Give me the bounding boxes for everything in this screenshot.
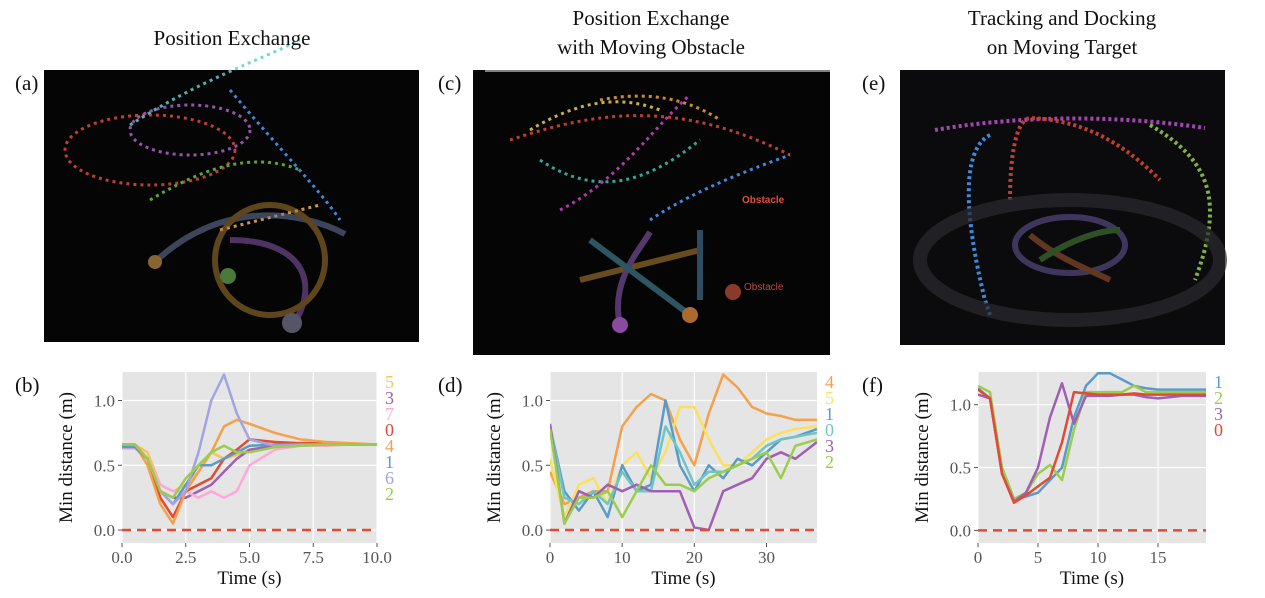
photo-annotation: Obstacle xyxy=(744,282,784,293)
data-line xyxy=(550,425,817,506)
x-axis-label: Time (s) xyxy=(217,568,281,589)
data-line xyxy=(978,388,1206,505)
data-line xyxy=(122,443,377,499)
legend-entry: 0 xyxy=(1214,420,1223,440)
y-tick-label: 0.5 xyxy=(94,456,115,475)
panel-label: (f) xyxy=(862,373,883,397)
y-axis-label: Min distance (m) xyxy=(484,392,505,523)
legend-entry: 1 xyxy=(825,404,834,424)
column-title: with Moving Obstacle xyxy=(557,35,745,59)
panel-label: (d) xyxy=(438,373,463,397)
data-line xyxy=(122,418,377,525)
legend-entry: 4 xyxy=(825,372,834,392)
x-axis-label: Time (s) xyxy=(651,568,715,589)
x-tick-label: 10.0 xyxy=(362,548,392,567)
legend-entry: 3 xyxy=(1214,404,1223,424)
legend-entry: 2 xyxy=(1214,388,1223,408)
plot-background xyxy=(978,372,1206,543)
x-tick-label: 0 xyxy=(974,548,983,567)
y-tick-label: 1.0 xyxy=(522,392,543,411)
panel-label: (a) xyxy=(15,71,38,95)
data-line xyxy=(550,405,817,519)
panel-label: (b) xyxy=(15,373,40,397)
legend-entry: 1 xyxy=(385,452,394,472)
x-tick-label: 2.5 xyxy=(175,548,196,567)
y-tick-label: 0.0 xyxy=(950,521,971,540)
legend-entry: 2 xyxy=(825,452,834,472)
legend-entry: 0 xyxy=(385,420,394,440)
x-tick-label: 5.0 xyxy=(239,548,260,567)
legend-entry: 5 xyxy=(825,388,834,408)
photo-a xyxy=(44,38,419,342)
photo-c: Obstacle Obstacle xyxy=(473,70,830,355)
y-axis-label: Min distance (m) xyxy=(56,392,77,523)
legend-entry: 3 xyxy=(825,436,834,456)
x-tick-label: 20 xyxy=(686,548,703,567)
photo-e xyxy=(900,70,1227,345)
x-tick-label: 5 xyxy=(1034,548,1043,567)
legend-entry: 1 xyxy=(1214,372,1223,392)
column-title: Tracking and Docking xyxy=(968,6,1157,30)
photo-annotation: Obstacle xyxy=(742,195,785,206)
x-tick-label: 7.5 xyxy=(303,548,324,567)
panel-label: (e) xyxy=(862,71,885,95)
column-title: on Moving Target xyxy=(987,35,1138,59)
x-tick-label: 30 xyxy=(758,548,775,567)
legend-entry: 6 xyxy=(385,468,394,488)
y-tick-label: 0.5 xyxy=(950,459,971,478)
y-tick-label: 0.0 xyxy=(522,521,543,540)
data-line xyxy=(550,428,817,525)
y-tick-label: 1.0 xyxy=(950,396,971,415)
legend-entry: 3 xyxy=(385,388,394,408)
x-tick-label: 10 xyxy=(1090,548,1107,567)
y-tick-label: 0.0 xyxy=(94,521,115,540)
x-tick-label: 0.0 xyxy=(111,548,132,567)
column-title: Position Exchange xyxy=(154,26,311,50)
legend-entry: 0 xyxy=(825,420,834,440)
column-title: Position Exchange xyxy=(573,6,730,30)
x-tick-label: 15 xyxy=(1150,548,1167,567)
x-tick-label: 10 xyxy=(614,548,631,567)
y-tick-label: 1.0 xyxy=(94,392,115,411)
y-axis-label: Min distance (m) xyxy=(912,392,933,523)
legend-entry: 2 xyxy=(385,484,394,504)
legend-entry: 5 xyxy=(385,372,394,392)
legend-entry: 7 xyxy=(385,404,394,424)
x-axis-label: Time (s) xyxy=(1060,568,1124,589)
panel-label: (c) xyxy=(438,71,461,95)
legend-entry: 4 xyxy=(385,436,394,456)
x-tick-label: 0 xyxy=(546,548,555,567)
y-tick-label: 0.5 xyxy=(522,456,543,475)
